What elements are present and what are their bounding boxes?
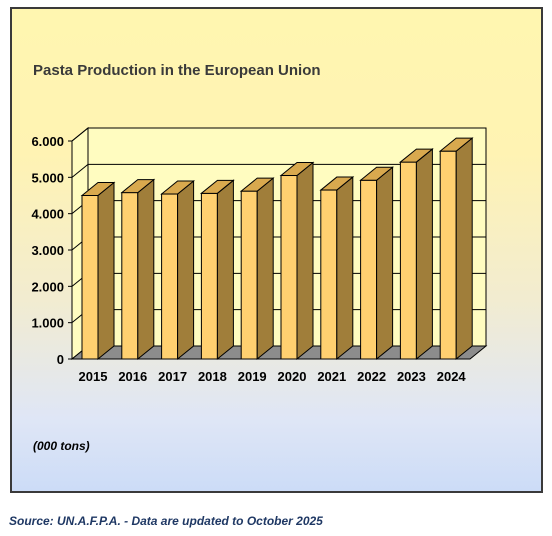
bar-2016 [121,192,139,360]
bar-side-2024 [455,137,473,361]
bar-top-2021 [319,176,355,191]
x-tick-label: 2017 [158,369,187,384]
bar-side-2017 [177,179,195,361]
bar-2017 [161,193,179,360]
bar-2022 [360,179,378,360]
x-tick-label: 2023 [397,369,426,384]
y-tick-label: 0 [57,352,64,367]
chart-title: Pasta Production in the European Union [33,62,321,79]
bar-top-2017 [160,180,196,195]
bar-side-2022 [376,166,394,361]
x-tick-label: 2019 [238,369,267,384]
bar-top-2019 [239,177,275,192]
bar-top-2018 [199,179,235,194]
x-tick-label: 2020 [278,369,307,384]
bar-top-2020 [279,162,315,177]
bar-top-2015 [80,182,116,196]
bar-top-2024 [438,137,474,152]
bar-side-2023 [415,148,433,361]
bar-2020 [280,175,298,360]
source-note: Source: UN.A.F.P.A. - Data are updated t… [9,514,323,528]
x-tick-label: 2015 [79,369,108,384]
y-tick-label: 2.000 [31,279,64,294]
bar-top-2022 [359,166,395,181]
bar-2024 [439,150,457,360]
bar-2018 [200,192,218,360]
x-tick-label: 2024 [437,369,467,384]
y-tick-label: 3.000 [31,243,64,258]
gridline-side [71,127,89,142]
bar-top-2023 [398,148,434,163]
bar-top-2016 [120,179,156,194]
bar-2015 [81,195,99,360]
x-tick-label: 2016 [118,369,147,384]
bar-side-2015 [97,181,115,361]
bar-side-2019 [256,177,274,361]
bar-side-2020 [296,161,314,361]
y-tick-label: 5.000 [31,170,64,185]
bar-side-2018 [216,179,234,361]
x-tick-label: 2018 [198,369,227,384]
bar-2023 [399,161,417,360]
bar-side-2016 [137,178,155,361]
y-tick-label: 6.000 [31,134,64,149]
gridline-side [71,163,89,178]
bar-2021 [320,189,338,360]
unit-note: (000 tons) [33,439,90,453]
x-tick-label: 2021 [317,369,346,384]
y-tick-label: 1.000 [31,316,64,331]
bar-side-2021 [336,175,354,361]
y-tick-label: 4.000 [31,207,64,222]
x-tick-label: 2022 [357,369,386,384]
bar-2019 [240,190,258,360]
